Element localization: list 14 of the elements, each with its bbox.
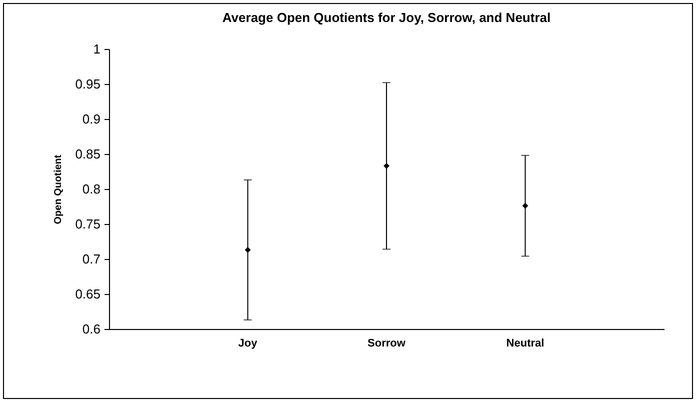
y-tick-label: 0.8 [82, 182, 100, 196]
x-tick-label: Sorrow [368, 338, 406, 350]
chart-title: Average Open Quotients for Joy, Sorrow, and Neutral [222, 10, 551, 25]
y-tick-label: 0.6 [82, 322, 100, 336]
y-axis-title: Open Quotient [53, 154, 64, 224]
y-tick-label: 0.85 [75, 146, 100, 162]
y-tick-label: 1 [93, 42, 100, 56]
y-tick-label: 0.75 [75, 216, 100, 232]
y-tick-label: 0.65 [75, 286, 100, 302]
y-tick-label: 0.9 [82, 112, 100, 126]
x-tick-label: Joy [238, 338, 258, 350]
y-tick-label: 0.95 [75, 76, 100, 92]
x-tick-label: Neutral [506, 338, 544, 350]
y-tick-label: 0.7 [82, 252, 100, 266]
